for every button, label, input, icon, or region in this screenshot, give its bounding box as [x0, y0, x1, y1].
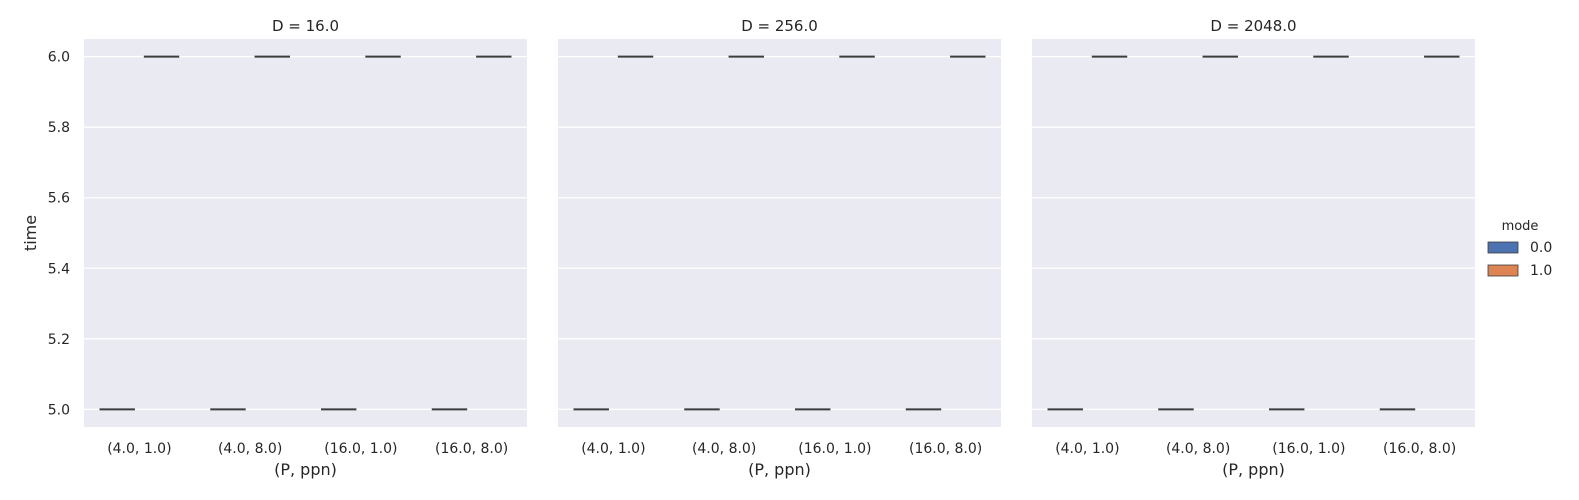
x-axis-label: (P, ppn) — [274, 460, 337, 479]
plot-area — [558, 39, 1001, 427]
x-tick-label: (4.0, 1.0) — [107, 441, 171, 457]
x-tick-label: (4.0, 8.0) — [1166, 441, 1230, 457]
y-tick-label: 5.8 — [48, 120, 70, 136]
legend-label: 0.0 — [1530, 240, 1552, 256]
panel-title: D = 2048.0 — [1210, 17, 1296, 35]
x-tick-label: (16.0, 8.0) — [1383, 441, 1456, 457]
x-axis-label: (P, ppn) — [748, 460, 811, 479]
legend-title: mode — [1502, 219, 1539, 234]
x-tick-label: (4.0, 1.0) — [581, 441, 645, 457]
x-tick-label: (16.0, 1.0) — [1272, 441, 1345, 457]
x-tick-label: (4.0, 8.0) — [218, 441, 282, 457]
y-tick-label: 5.0 — [48, 402, 70, 418]
x-tick-label: (16.0, 1.0) — [798, 441, 871, 457]
plot-area — [84, 39, 527, 427]
x-tick-label: (4.0, 8.0) — [692, 441, 756, 457]
panel-title: D = 256.0 — [741, 17, 818, 35]
y-tick-label: 6.0 — [48, 50, 70, 66]
y-axis-label: time — [21, 215, 40, 251]
x-axis-label: (P, ppn) — [1222, 460, 1285, 479]
x-tick-label: (4.0, 1.0) — [1055, 441, 1119, 457]
legend-swatch — [1487, 264, 1519, 277]
x-tick-label: (16.0, 8.0) — [909, 441, 982, 457]
plot-area — [1032, 39, 1475, 427]
panel-title: D = 16.0 — [272, 17, 339, 35]
x-tick-label: (16.0, 1.0) — [324, 441, 397, 457]
legend-label: 1.0 — [1530, 263, 1552, 279]
y-tick-label: 5.6 — [48, 191, 70, 207]
y-tick-label: 5.2 — [48, 332, 70, 348]
legend-swatch — [1487, 241, 1519, 254]
y-tick-label: 5.4 — [48, 261, 70, 277]
x-tick-label: (16.0, 8.0) — [435, 441, 508, 457]
